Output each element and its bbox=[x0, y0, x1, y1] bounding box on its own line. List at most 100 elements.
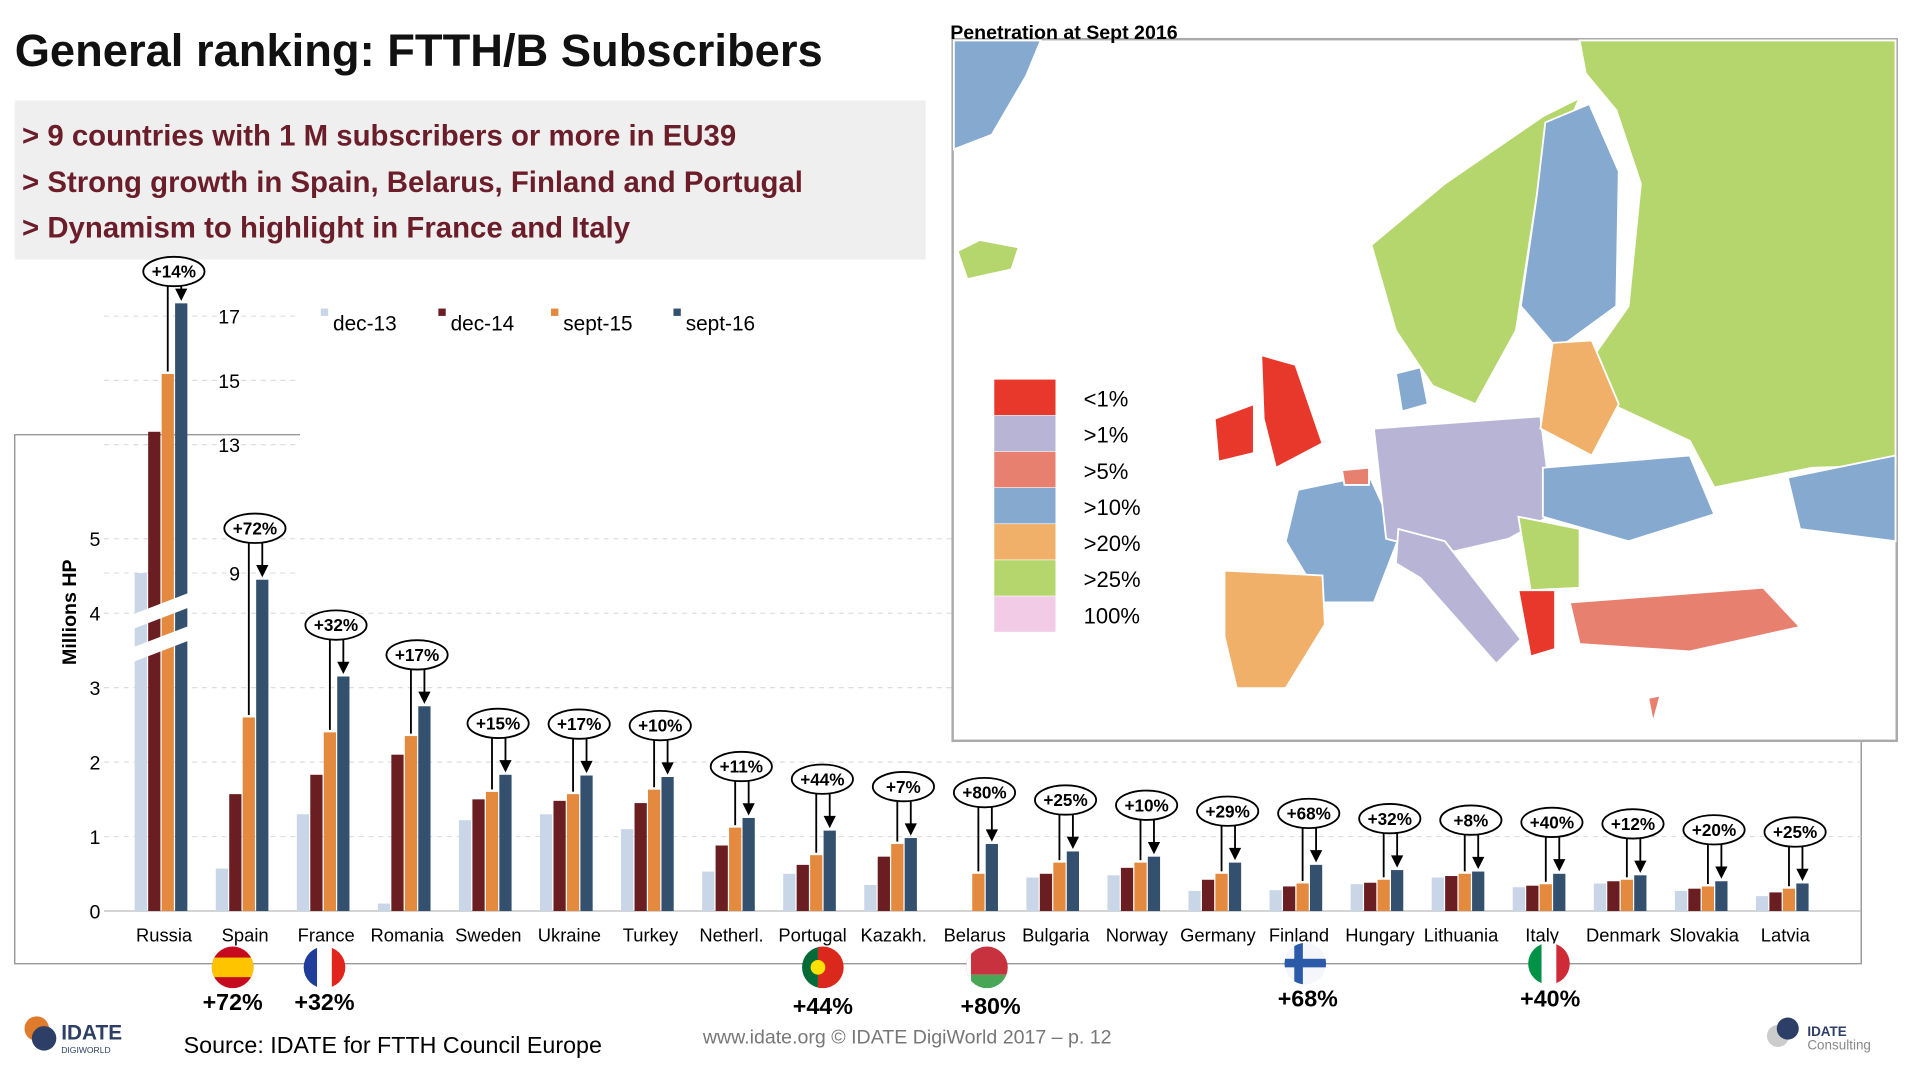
growth-label: +10% bbox=[638, 716, 682, 736]
growth-callout bbox=[1115, 789, 1179, 821]
bar bbox=[891, 844, 904, 912]
bar bbox=[864, 884, 877, 912]
bar bbox=[1350, 884, 1363, 912]
callout-arrow bbox=[1147, 841, 1161, 855]
bar bbox=[715, 845, 728, 912]
bar bbox=[256, 579, 269, 912]
x-tick-label: Kazakh. bbox=[860, 925, 926, 946]
logo-dot bbox=[31, 1026, 57, 1051]
x-tick-label: Ukraine bbox=[538, 925, 601, 946]
bar bbox=[702, 871, 715, 912]
y-axis-label: Millions HP bbox=[59, 559, 81, 665]
growth-label: +80% bbox=[962, 783, 1006, 803]
legend-label: sept-16 bbox=[686, 313, 755, 336]
map bbox=[952, 39, 1897, 723]
bar bbox=[1215, 873, 1228, 912]
bar bbox=[323, 732, 336, 912]
legend-swatch bbox=[994, 451, 1056, 488]
bar bbox=[1769, 892, 1782, 912]
legend-label: dec-13 bbox=[333, 313, 397, 336]
legend-label: >10% bbox=[1084, 495, 1141, 520]
bullet: > Dynamism to highlight in France and It… bbox=[22, 212, 631, 245]
bar bbox=[1553, 873, 1566, 912]
flag-italy bbox=[1528, 942, 1570, 985]
growth-callout bbox=[790, 763, 854, 795]
bar bbox=[458, 820, 472, 912]
bar bbox=[1309, 864, 1323, 912]
legend-swatch bbox=[673, 308, 681, 316]
highlight-label: +40% bbox=[1520, 986, 1580, 1012]
chart-frame bbox=[13, 433, 1862, 965]
growth-callout bbox=[142, 255, 206, 288]
bar bbox=[566, 794, 580, 912]
bar bbox=[1701, 886, 1715, 912]
bar bbox=[1593, 883, 1607, 912]
y-tick-label: 2 bbox=[90, 752, 101, 774]
growth-label: +40% bbox=[1530, 812, 1574, 832]
growth-callout bbox=[223, 512, 287, 544]
italy bbox=[1394, 527, 1523, 666]
callout-arrow bbox=[175, 288, 188, 301]
callout-arrow bbox=[256, 565, 269, 578]
bar bbox=[1026, 877, 1039, 912]
bar bbox=[377, 903, 391, 912]
growth-callout bbox=[952, 776, 1017, 809]
bar bbox=[823, 830, 836, 912]
growth-callout bbox=[1358, 803, 1422, 835]
bar bbox=[783, 873, 796, 912]
bar bbox=[1796, 883, 1809, 912]
bar bbox=[648, 789, 661, 912]
bar bbox=[1188, 890, 1201, 912]
bar bbox=[296, 814, 310, 912]
x-tick-label: Hungary bbox=[1345, 925, 1415, 946]
highlight-label: +44% bbox=[793, 993, 853, 1019]
flag-belarus bbox=[966, 946, 1008, 989]
legend-swatch bbox=[438, 308, 446, 316]
axis-break bbox=[122, 587, 203, 634]
logo-dot bbox=[1776, 1017, 1799, 1040]
callout-arrow bbox=[985, 829, 998, 842]
cyprus bbox=[1647, 694, 1662, 723]
flag-spain bbox=[211, 946, 254, 989]
greenland bbox=[952, 39, 1043, 151]
bar bbox=[1039, 873, 1053, 912]
bar bbox=[877, 856, 890, 912]
legend-label: sept-15 bbox=[563, 313, 632, 336]
x-tick-label: Finland bbox=[1269, 925, 1329, 946]
x-tick-label: Portugal bbox=[778, 925, 846, 946]
callout-arrow bbox=[418, 691, 431, 704]
bar bbox=[404, 736, 418, 912]
bar bbox=[1634, 875, 1647, 912]
bar bbox=[742, 817, 755, 912]
bar bbox=[1715, 881, 1728, 912]
finland bbox=[1519, 102, 1620, 351]
bar bbox=[1782, 888, 1796, 912]
y-tick-label: 0 bbox=[90, 901, 101, 923]
x-tick-label: Russia bbox=[136, 925, 193, 946]
logo-text: DIGIWORLD bbox=[61, 1045, 110, 1055]
growth-label: +25% bbox=[1773, 822, 1817, 842]
x-tick-label: Netherl. bbox=[699, 925, 763, 946]
x-tick-label: Latvia bbox=[1761, 925, 1811, 946]
x-tick-label: Bulgaria bbox=[1022, 925, 1090, 946]
bar bbox=[904, 838, 917, 912]
growth-label: +7% bbox=[886, 777, 921, 797]
bar bbox=[540, 814, 553, 912]
bar bbox=[1607, 881, 1620, 912]
growth-callout bbox=[1682, 814, 1746, 846]
y-tick-label: 17 bbox=[218, 307, 240, 329]
growth-callout bbox=[1277, 797, 1341, 830]
x-tick-label: Turkey bbox=[623, 925, 679, 946]
growth-callout bbox=[547, 708, 611, 740]
growth-callout bbox=[1034, 784, 1098, 816]
bar bbox=[1053, 862, 1066, 912]
legend-label: >25% bbox=[1084, 567, 1141, 592]
bar bbox=[1228, 862, 1242, 912]
axis-break bbox=[122, 620, 203, 667]
callout-arrow bbox=[742, 803, 755, 816]
highlight-label: +68% bbox=[1278, 986, 1338, 1012]
growth-callout bbox=[1439, 804, 1503, 836]
bar bbox=[229, 794, 242, 912]
bar bbox=[661, 777, 674, 912]
highlight-label: +80% bbox=[961, 993, 1021, 1019]
